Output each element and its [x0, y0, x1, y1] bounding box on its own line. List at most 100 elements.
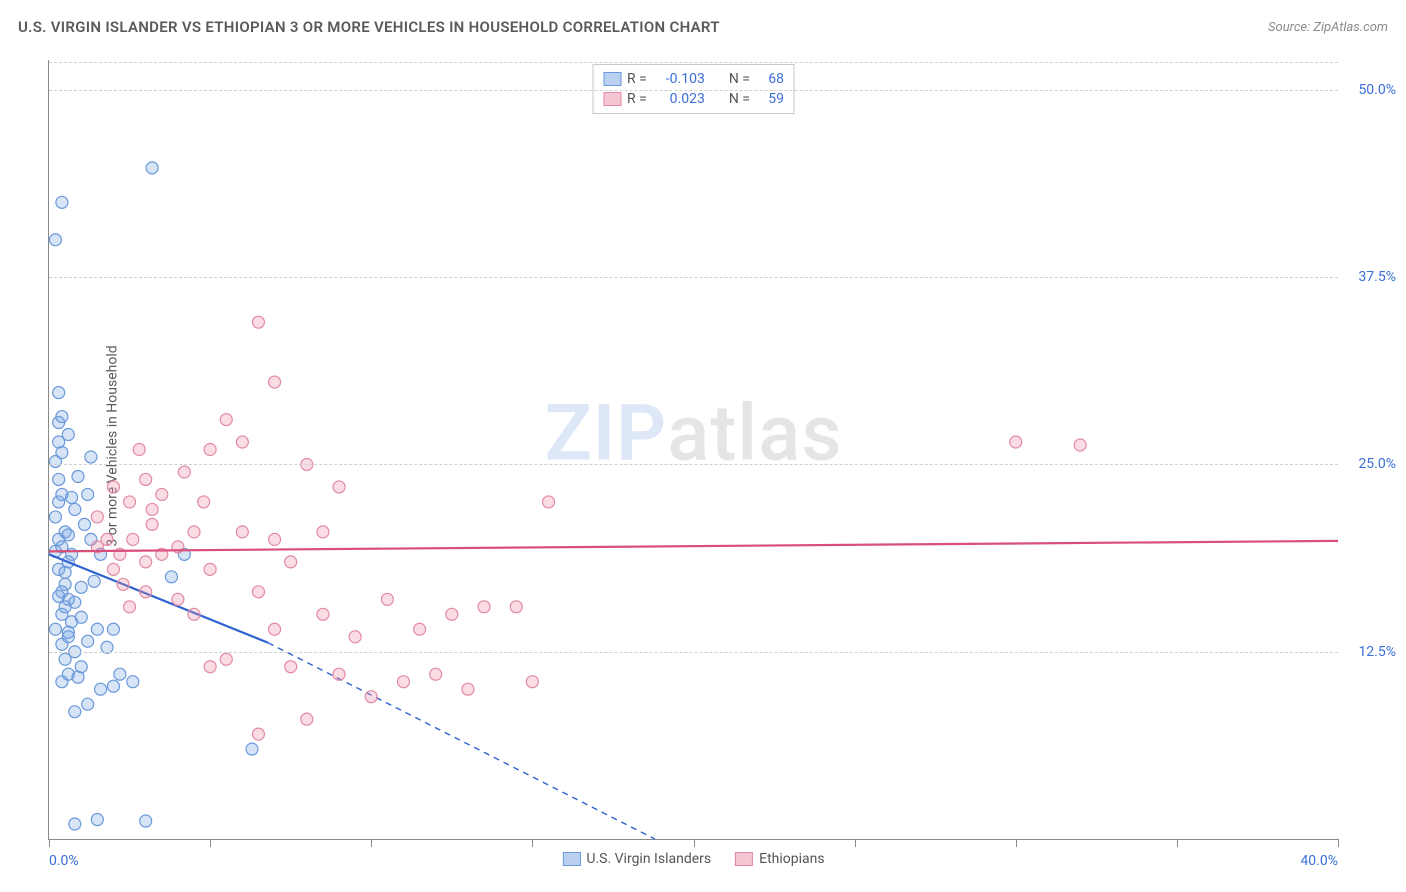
data-point: [430, 668, 442, 680]
data-point: [156, 488, 168, 500]
data-point: [127, 533, 139, 545]
data-point: [72, 470, 84, 482]
x-tick: [1177, 839, 1178, 847]
data-point: [236, 526, 248, 538]
data-point: [220, 653, 232, 665]
data-point: [198, 496, 210, 508]
x-tick: [1338, 839, 1339, 847]
trend-line: [49, 554, 268, 642]
data-point: [204, 444, 216, 456]
data-point: [188, 526, 200, 538]
data-point: [252, 586, 264, 598]
data-point: [62, 529, 74, 541]
gridline: [49, 277, 1338, 278]
data-point: [146, 503, 158, 515]
data-point: [220, 414, 232, 426]
data-point: [204, 563, 216, 575]
data-point: [269, 533, 281, 545]
data-point: [446, 608, 458, 620]
y-tick-label: 37.5%: [1358, 269, 1396, 285]
plot-area: ZIPatlas R =-0.103N =68R =0.023N =59 U.S…: [48, 60, 1338, 840]
data-point: [397, 676, 409, 688]
legend-stats-row: R =0.023N =59: [603, 89, 784, 109]
data-point: [82, 488, 94, 500]
data-point: [140, 556, 152, 568]
x-tick-label: 40.0%: [1300, 853, 1338, 869]
data-point: [117, 578, 129, 590]
gridline: [49, 652, 1338, 653]
data-point: [140, 586, 152, 598]
source-label: Source: ZipAtlas.com: [1268, 20, 1388, 35]
data-point: [140, 473, 152, 485]
data-point: [114, 668, 126, 680]
data-point: [317, 526, 329, 538]
data-point: [285, 556, 297, 568]
data-point: [56, 676, 68, 688]
x-tick: [855, 839, 856, 847]
data-point: [317, 608, 329, 620]
x-tick: [694, 839, 695, 847]
legend-series-item: Ethiopians: [735, 851, 824, 867]
y-tick-label: 25.0%: [1358, 456, 1396, 472]
data-point: [88, 575, 100, 587]
data-point: [85, 451, 97, 463]
data-point: [56, 446, 68, 458]
data-point: [107, 623, 119, 635]
data-point: [414, 623, 426, 635]
data-point: [124, 496, 136, 508]
data-point: [204, 661, 216, 673]
x-tick: [532, 839, 533, 847]
data-point: [107, 481, 119, 493]
data-point: [349, 631, 361, 643]
data-point: [69, 503, 81, 515]
data-point: [56, 638, 68, 650]
data-point: [246, 743, 258, 755]
title-bar: U.S. VIRGIN ISLANDER VS ETHIOPIAN 3 OR M…: [18, 18, 1388, 36]
gridline: [49, 464, 1338, 465]
data-point: [381, 593, 393, 605]
data-point: [1010, 436, 1022, 448]
data-point: [236, 436, 248, 448]
legend-swatch: [735, 852, 753, 866]
legend-r-value: -0.103: [653, 71, 705, 87]
data-point: [53, 473, 65, 485]
data-point: [91, 511, 103, 523]
legend-r-value: 0.023: [653, 91, 705, 107]
data-point: [146, 518, 158, 530]
data-point: [269, 623, 281, 635]
data-point: [82, 698, 94, 710]
legend-series: U.S. Virgin Islanders Ethiopians: [562, 851, 824, 867]
legend-swatch: [603, 72, 621, 86]
data-point: [269, 376, 281, 388]
data-point: [526, 676, 538, 688]
data-point: [333, 668, 345, 680]
data-point: [59, 566, 71, 578]
legend-series-label: U.S. Virgin Islanders: [586, 851, 711, 867]
data-point: [56, 411, 68, 423]
data-point: [62, 429, 74, 441]
legend-n-value: 59: [756, 91, 784, 107]
data-point: [365, 691, 377, 703]
data-point: [510, 601, 522, 613]
chart-title: U.S. VIRGIN ISLANDER VS ETHIOPIAN 3 OR M…: [18, 18, 720, 36]
data-point: [301, 713, 313, 725]
data-point: [53, 590, 65, 602]
data-point: [69, 596, 81, 608]
data-point: [188, 608, 200, 620]
data-point: [462, 683, 474, 695]
data-point: [178, 466, 190, 478]
legend-series-label: Ethiopians: [759, 851, 824, 867]
data-point: [478, 601, 490, 613]
legend-n-label: N =: [729, 91, 750, 107]
data-point: [49, 511, 61, 523]
x-tick: [1016, 839, 1017, 847]
data-point: [333, 481, 345, 493]
x-tick: [49, 839, 50, 847]
data-point: [82, 635, 94, 647]
legend-stats-row: R =-0.103N =68: [603, 69, 784, 89]
data-point: [133, 444, 145, 456]
data-point: [172, 593, 184, 605]
data-point: [53, 387, 65, 399]
legend-n-label: N =: [729, 71, 750, 87]
data-point: [59, 653, 71, 665]
